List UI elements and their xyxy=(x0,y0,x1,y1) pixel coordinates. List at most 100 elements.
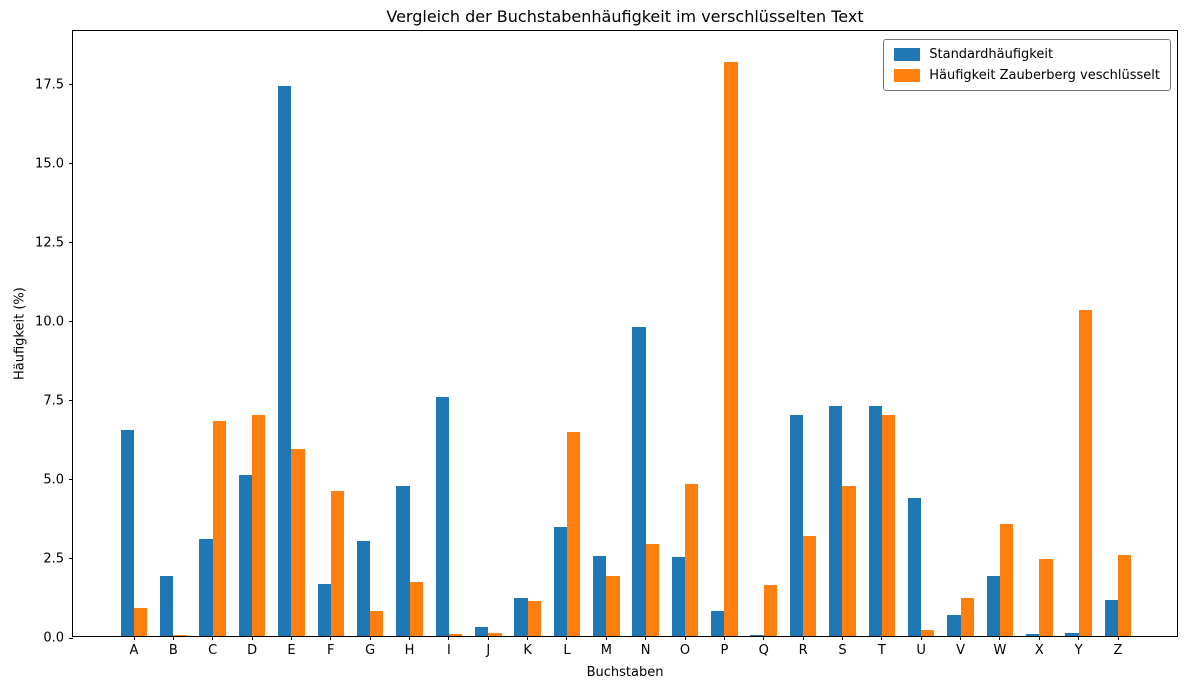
bar-standard-M xyxy=(593,556,607,636)
x-tick-label-U: U xyxy=(916,643,926,658)
plot-area: Standardhäufigkeit Häufigkeit Zauberberg… xyxy=(35,30,1178,658)
bar-standard-C xyxy=(199,539,213,636)
bar-standard-T xyxy=(868,406,882,636)
y-tick-mark xyxy=(69,321,73,323)
bar-standard-U xyxy=(907,498,922,636)
bar-standard-I xyxy=(435,397,449,636)
x-tick-label-C: C xyxy=(208,643,218,658)
bar-encrypted-E xyxy=(291,449,305,636)
legend-label-encrypted: Häufigkeit Zauberberg veschlüsselt xyxy=(929,68,1160,83)
x-tick-mark xyxy=(841,636,843,640)
y-tick-label: 15.0 xyxy=(35,156,64,172)
x-tick-mark xyxy=(920,636,922,640)
x-tick-label-S: S xyxy=(838,643,847,658)
x-tick-mark xyxy=(212,636,214,640)
x-tick-label-O: O xyxy=(679,643,691,658)
bar-standard-E xyxy=(278,85,292,636)
bar-standard-G xyxy=(356,540,371,636)
legend-swatch-standard-icon xyxy=(894,48,921,61)
y-tick-mark xyxy=(69,163,73,165)
bar-encrypted-U xyxy=(921,629,935,636)
bar-standard-N xyxy=(632,326,646,636)
bar-encrypted-P xyxy=(724,62,738,636)
y-tick-label: 5.0 xyxy=(43,472,64,488)
x-tick-label-B: B xyxy=(168,643,178,658)
bar-standard-D xyxy=(238,475,253,636)
x-tick-label-N: N xyxy=(640,643,651,658)
bar-standard-Z xyxy=(1104,600,1118,636)
y-tick-mark xyxy=(69,479,73,481)
x-tick-label-A: A xyxy=(129,643,139,658)
x-tick-mark xyxy=(999,636,1001,640)
bar-standard-B xyxy=(160,576,174,636)
y-tick-mark xyxy=(69,400,73,402)
y-axis-label: Häufigkeit (%) xyxy=(12,287,28,380)
x-tick-mark xyxy=(487,636,489,640)
bar-encrypted-W xyxy=(999,523,1014,636)
bar-standard-P xyxy=(711,611,725,636)
x-tick-label-L: L xyxy=(563,643,571,658)
x-tick-mark xyxy=(1117,636,1119,640)
x-tick-mark xyxy=(133,636,135,640)
bar-encrypted-D xyxy=(252,414,266,636)
y-tick-mark xyxy=(69,558,73,560)
x-tick-mark xyxy=(645,636,647,640)
x-tick-mark xyxy=(802,636,804,640)
bar-standard-Q xyxy=(750,635,764,636)
bar-standard-W xyxy=(986,576,1000,636)
bar-standard-Y xyxy=(1065,632,1079,636)
x-tick-label-W: W xyxy=(993,643,1007,658)
legend-item-standard: Standardhäufigkeit xyxy=(894,47,1160,62)
x-tick-mark xyxy=(684,636,686,640)
legend-swatch-encrypted-icon xyxy=(894,69,921,82)
bar-standard-V xyxy=(947,614,961,636)
x-tick-label-Q: Q xyxy=(758,643,769,658)
legend-item-encrypted: Häufigkeit Zauberberg veschlüsselt xyxy=(894,68,1160,83)
bar-encrypted-H xyxy=(409,582,423,636)
x-tick-label-M: M xyxy=(600,643,612,658)
bar-standard-R xyxy=(789,414,804,636)
x-tick-label-K: K xyxy=(523,643,532,658)
bar-encrypted-Z xyxy=(1118,555,1132,636)
bar-encrypted-R xyxy=(803,536,817,636)
bar-encrypted-Q xyxy=(763,585,778,636)
bar-standard-K xyxy=(514,597,528,636)
x-tick-label-H: H xyxy=(404,643,415,658)
x-tick-mark xyxy=(527,636,529,640)
x-tick-mark xyxy=(881,636,883,640)
x-tick-mark xyxy=(723,636,725,640)
bar-encrypted-K xyxy=(527,601,541,636)
x-tick-mark xyxy=(172,636,174,640)
bar-standard-L xyxy=(553,527,567,636)
bar-encrypted-L xyxy=(566,432,581,636)
bar-standard-H xyxy=(396,485,410,636)
bar-encrypted-A xyxy=(134,607,148,636)
legend-label-standard: Standardhäufigkeit xyxy=(929,47,1054,62)
x-tick-mark xyxy=(409,636,411,640)
bar-encrypted-N xyxy=(645,544,659,636)
x-tick-mark xyxy=(566,636,568,640)
x-tick-label-Y: Y xyxy=(1074,643,1083,658)
y-tick-label: 0.0 xyxy=(43,630,64,646)
bar-encrypted-M xyxy=(606,575,620,636)
x-tick-label-F: F xyxy=(327,643,335,658)
y-tick-label: 17.5 xyxy=(35,77,64,93)
bar-encrypted-O xyxy=(685,484,699,636)
y-tick-label: 2.5 xyxy=(43,551,64,567)
x-tick-label-E: E xyxy=(287,643,296,658)
x-tick-mark xyxy=(960,636,962,640)
x-tick-label-R: R xyxy=(798,643,808,658)
x-tick-mark xyxy=(330,636,332,640)
x-tick-mark xyxy=(1078,636,1080,640)
x-tick-label-Z: Z xyxy=(1113,643,1123,658)
y-tick-label: 12.5 xyxy=(35,235,64,251)
bar-encrypted-G xyxy=(370,610,384,636)
bar-standard-S xyxy=(829,406,843,636)
x-tick-label-T: T xyxy=(877,643,886,658)
bar-encrypted-B xyxy=(173,634,187,636)
x-tick-mark xyxy=(290,636,292,640)
y-tick-label: 7.5 xyxy=(43,393,64,409)
bar-standard-J xyxy=(474,627,489,636)
x-tick-label-P: P xyxy=(720,643,729,658)
